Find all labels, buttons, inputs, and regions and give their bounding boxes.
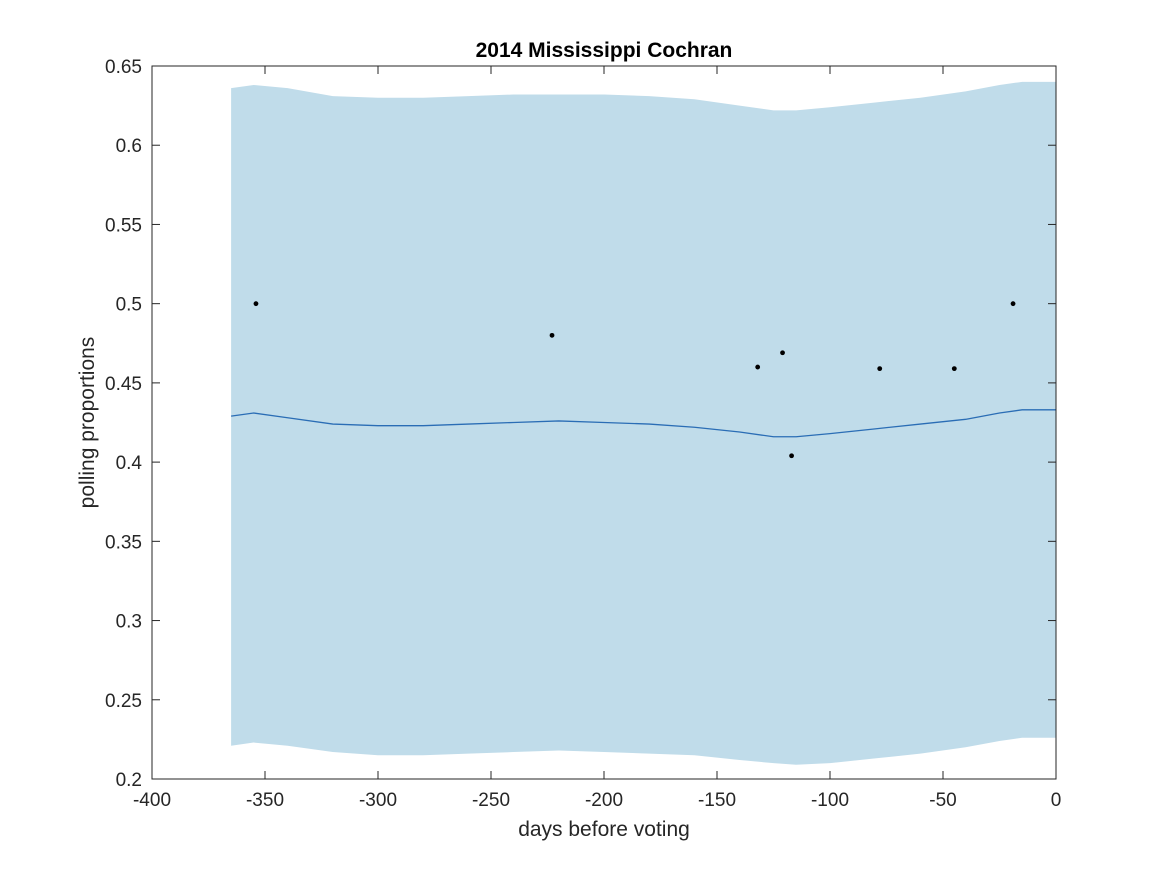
poll-point <box>877 366 883 372</box>
y-axis-ticks: 0.2 0.25 0.3 0.35 0.4 0.45 0.5 0.55 0.6 0.65 <box>105 57 1056 791</box>
x-tick-label: -250 <box>472 790 510 811</box>
poll-point <box>1010 301 1016 307</box>
poll-point <box>789 453 794 459</box>
trend-line-layer <box>231 409 1056 438</box>
poll-point <box>549 332 555 338</box>
poll-point <box>755 364 761 370</box>
poll-point <box>253 301 259 307</box>
y-axis-label: polling proportions <box>76 337 99 509</box>
y-tick-label: 0.65 <box>105 57 142 78</box>
x-tick-label: -350 <box>246 790 284 811</box>
y-tick-label: 0.55 <box>105 215 142 236</box>
y-tick-label: 0.4 <box>116 453 143 474</box>
trend-line <box>231 409 1056 438</box>
y-tick-label: 0.35 <box>105 532 142 553</box>
poll-point <box>780 350 785 356</box>
x-tick-label: -400 <box>133 790 171 811</box>
x-tick-label: -150 <box>698 790 736 811</box>
y-tick-label: 0.6 <box>116 136 142 157</box>
x-tick-label: -50 <box>929 790 956 811</box>
poll-points-layer <box>253 301 1016 459</box>
x-axis-label: days before voting <box>518 818 690 841</box>
y-tick-label: 0.3 <box>116 612 142 633</box>
y-tick-label: 0.45 <box>105 374 142 395</box>
poll-point <box>951 366 957 372</box>
y-tick-label: 0.2 <box>116 770 142 791</box>
x-tick-label: -300 <box>359 790 397 811</box>
x-tick-label: 0 <box>1051 790 1062 811</box>
y-tick-label: 0.25 <box>105 691 142 712</box>
x-tick-label: -200 <box>585 790 623 811</box>
chart-title: 2014 Mississippi Cochran <box>476 39 733 62</box>
y-tick-label: 0.5 <box>116 295 142 316</box>
x-axis-ticks: -400 -350 -300 -250 -200 -150 -100 -50 0 <box>133 66 1061 811</box>
x-tick-label: -100 <box>811 790 849 811</box>
